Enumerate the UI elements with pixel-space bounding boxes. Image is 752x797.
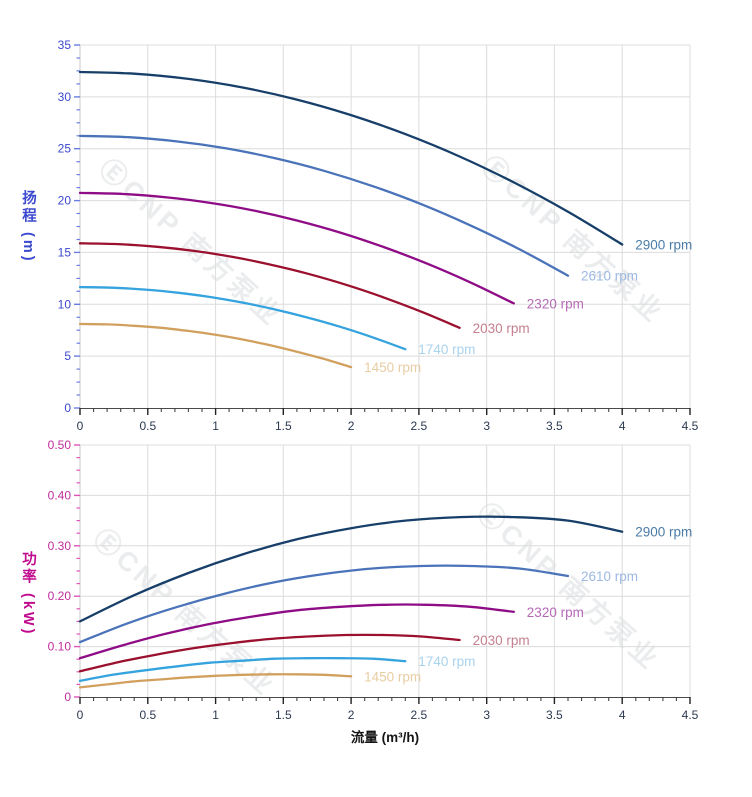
- y-tick-label: 20: [58, 194, 72, 208]
- curve-2900-rpm: [78, 70, 624, 246]
- curve-2900-rpm: [78, 515, 624, 623]
- x-tick-label: 3: [483, 419, 490, 433]
- y-tick-label: 15: [58, 245, 72, 259]
- y-tick-label: 0.10: [48, 640, 72, 654]
- curve-1450-rpm: [78, 322, 353, 369]
- x-tick-label: 0: [77, 708, 84, 722]
- x-tick-label: 3.5: [546, 708, 563, 722]
- power-chart: 0 0.10 0.20 0.30 0.40 0.50 0 0.5 1 1.5 2 2.5 3 3.5 4 4.…: [48, 438, 699, 722]
- x-tick-label: 2: [348, 419, 355, 433]
- x-tick-label: 1.5: [275, 708, 292, 722]
- y-tick-label: 0: [64, 690, 71, 704]
- x-tick-label: 4.5: [682, 419, 699, 433]
- y-tick-label: 0.20: [48, 589, 72, 603]
- y-tick-label: 25: [58, 142, 72, 156]
- x-tick-label: 0.5: [139, 419, 156, 433]
- y-tick-label: 35: [58, 38, 72, 52]
- x-tick-label: 2: [348, 708, 355, 722]
- curve-label-1450-rpm: 1450 rpm: [364, 669, 421, 684]
- curve-2320-rpm: [78, 603, 515, 660]
- head-axis-title: 扬程 (m): [20, 190, 36, 264]
- x-tick-label: 0: [77, 419, 84, 433]
- curve-2030-rpm: [78, 242, 461, 329]
- head-chart: 0 5 10 15 20 25 30 35 0 0.5 1 1.5 2 2.5 3 3.5 4 4.5 2900 r…: [58, 38, 699, 433]
- curve-label-2900-rpm: 2900 rpm: [635, 238, 692, 253]
- curve-2610-rpm: [78, 134, 570, 277]
- x-tick-label: 3: [483, 708, 490, 722]
- curve-2610-rpm: [78, 564, 570, 644]
- curve-label-2030-rpm: 2030 rpm: [473, 321, 530, 336]
- x-tick-label: 1.5: [275, 419, 292, 433]
- power-axis-title: 功率 (kW): [20, 551, 36, 637]
- curve-2320-rpm: [78, 191, 515, 305]
- y-tick-label: 0.40: [48, 488, 72, 502]
- curve-label-1740-rpm: 1740 rpm: [418, 654, 475, 669]
- curve-label-1450-rpm: 1450 rpm: [364, 360, 421, 375]
- curve-label-2320-rpm: 2320 rpm: [527, 605, 584, 620]
- curve-label-2320-rpm: 2320 rpm: [527, 296, 584, 311]
- x-tick-label: 2.5: [411, 708, 428, 722]
- y-tick-label: 0: [64, 401, 71, 415]
- curve-1740-rpm: [78, 656, 407, 683]
- y-tick-label: 10: [58, 297, 72, 311]
- curve-1450-rpm: [78, 673, 353, 689]
- x-tick-label: 1: [212, 708, 219, 722]
- curve-label-2610-rpm: 2610 rpm: [581, 569, 638, 584]
- x-tick-label: 2.5: [411, 419, 428, 433]
- x-tick-label: 4: [619, 708, 626, 722]
- curve-label-2030-rpm: 2030 rpm: [473, 633, 530, 648]
- flow-axis-title: 流量 (m³/h): [350, 730, 420, 745]
- x-tick-label: 4.5: [682, 708, 699, 722]
- curve-label-2900-rpm: 2900 rpm: [635, 525, 692, 540]
- y-tick-label: 5: [64, 349, 71, 363]
- curve-1740-rpm: [78, 285, 407, 351]
- curve-2030-rpm: [78, 633, 461, 673]
- y-tick-label: 30: [58, 90, 72, 104]
- x-tick-label: 0.5: [139, 708, 156, 722]
- x-tick-label: 1: [212, 419, 219, 433]
- curve-label-1740-rpm: 1740 rpm: [418, 342, 475, 357]
- y-tick-label: 0.50: [48, 438, 72, 452]
- curve-label-2610-rpm: 2610 rpm: [581, 269, 638, 284]
- x-tick-label: 4: [619, 419, 626, 433]
- y-tick-label: 0.30: [48, 539, 72, 553]
- x-tick-label: 3.5: [546, 419, 563, 433]
